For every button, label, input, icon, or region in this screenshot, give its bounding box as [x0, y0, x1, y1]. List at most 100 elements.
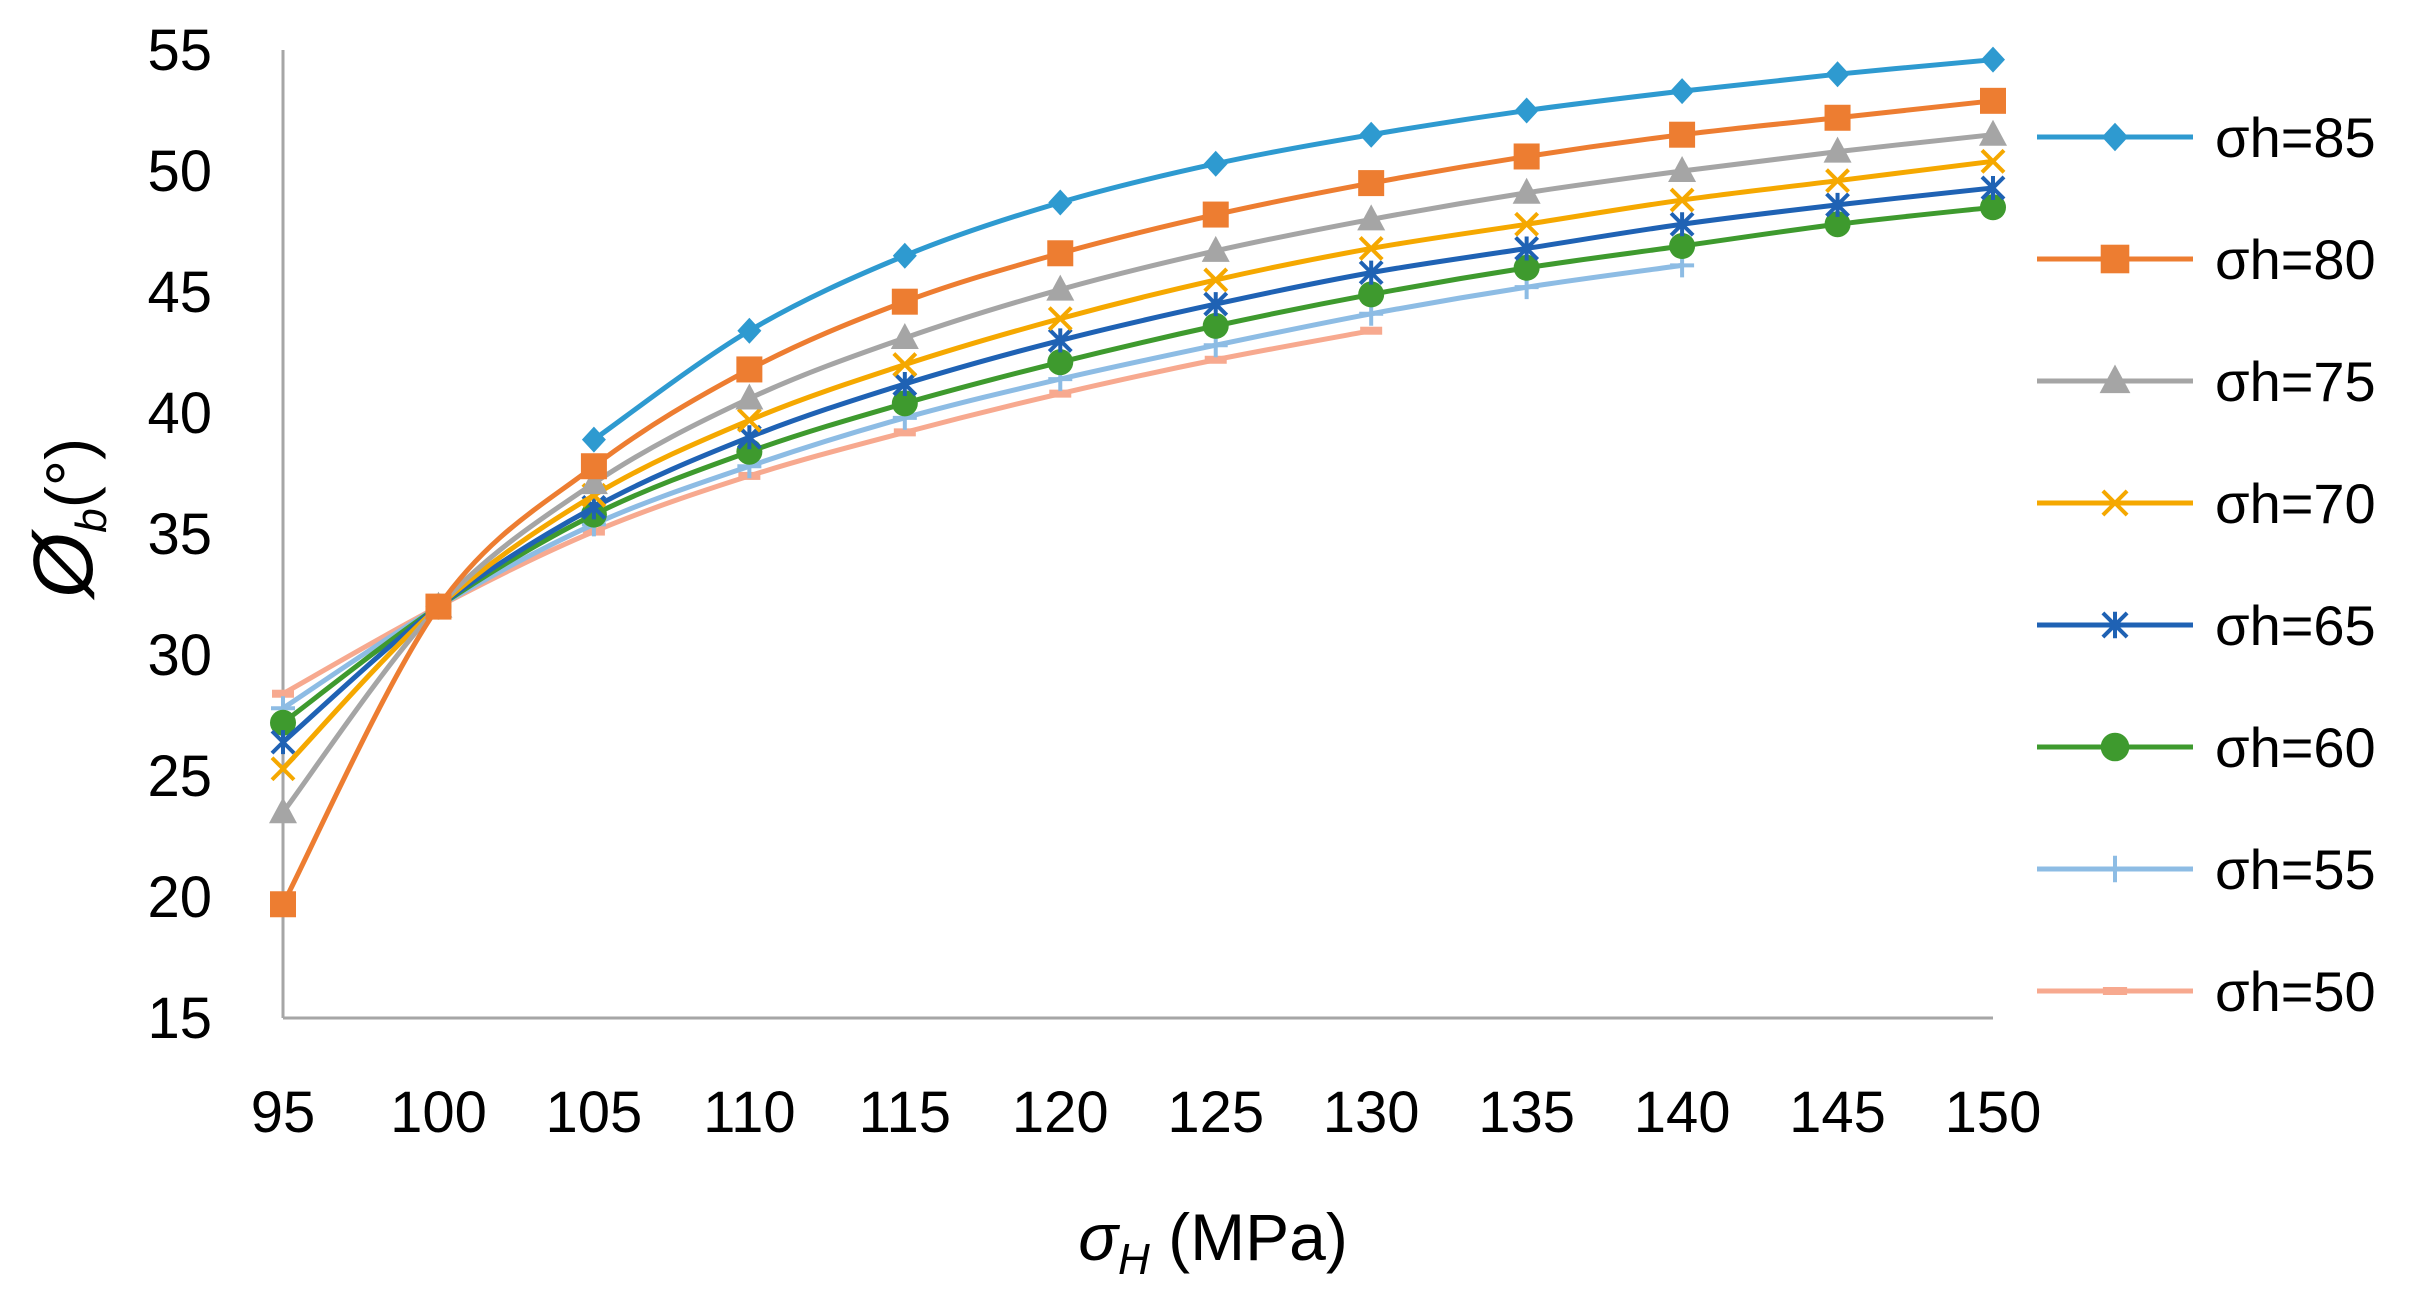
y-tick-label: 45 — [147, 260, 212, 325]
y-tick-label: 35 — [147, 502, 212, 567]
data-point-marker — [1669, 187, 1695, 213]
series-σh=55 — [271, 253, 1695, 721]
data-point-marker — [736, 356, 763, 383]
data-point-marker — [1514, 97, 1539, 124]
x-tick-label: 130 — [1323, 1080, 1420, 1145]
data-point-marker — [1669, 211, 1695, 237]
data-point-marker — [1202, 312, 1229, 339]
data-point-marker — [1980, 87, 2006, 114]
y-axis-title: Øb(°) — [16, 438, 116, 601]
data-point-marker — [1669, 233, 1696, 260]
legend-label: σh=50 — [2215, 960, 2376, 1023]
data-point-marker — [1358, 170, 1385, 197]
data-point-marker — [1047, 327, 1073, 353]
legend-item: σh=75 — [2037, 350, 2376, 413]
data-point-marker — [1203, 291, 1229, 317]
data-point-marker — [2101, 122, 2129, 152]
x-axis-title-unit: (MPa) — [1150, 1200, 1348, 1274]
data-point-marker — [2101, 611, 2129, 639]
data-point-marker — [893, 428, 916, 437]
series-line — [280, 185, 1996, 745]
data-point-marker — [2099, 364, 2131, 394]
series-σh=85 — [581, 46, 2005, 453]
data-point-marker — [2100, 244, 2130, 274]
data-point-marker — [1049, 389, 1072, 398]
x-axis-title: σH (MPa) — [1078, 1200, 1348, 1284]
data-point-marker — [1201, 235, 1230, 262]
x-tick-label: 105 — [546, 1080, 643, 1145]
data-point-marker — [1668, 156, 1697, 182]
data-point-marker — [425, 593, 452, 620]
data-point-marker — [1358, 260, 1384, 286]
data-point-marker — [892, 352, 918, 378]
data-point-marker — [1669, 121, 1696, 148]
x-tick-label: 120 — [1012, 1080, 1109, 1145]
data-point-marker — [270, 756, 296, 782]
legend-label: σh=70 — [2215, 472, 2376, 535]
data-point-marker — [736, 407, 762, 433]
legend-label: σh=85 — [2215, 106, 2376, 169]
y-tick-label: 55 — [147, 18, 212, 83]
data-point-marker — [272, 689, 294, 698]
series-σh=70 — [270, 148, 2006, 782]
data-point-marker — [1357, 204, 1386, 231]
data-point-marker — [1980, 194, 2006, 221]
data-point-marker — [2101, 489, 2129, 517]
data-point-marker — [1979, 119, 2007, 146]
legend-item: σh=85 — [2037, 106, 2376, 169]
data-point-marker — [1825, 168, 1850, 194]
data-point-marker — [1512, 177, 1541, 204]
data-point-marker — [1203, 150, 1228, 177]
series-σh=50 — [272, 326, 1383, 698]
y-tick-label: 20 — [147, 865, 212, 930]
series-σh=65 — [270, 175, 2006, 755]
legend-label: σh=80 — [2215, 228, 2376, 291]
data-point-marker — [1514, 236, 1540, 261]
series-σh=75 — [269, 119, 2007, 824]
data-point-marker — [737, 317, 762, 344]
data-point-marker — [1825, 61, 1850, 88]
data-point-marker — [2102, 987, 2128, 995]
series-σh=80 — [270, 87, 2006, 918]
data-point-marker — [891, 390, 918, 417]
x-axis-title-subscript: H — [1118, 1235, 1150, 1284]
data-point-marker — [1670, 78, 1695, 105]
data-point-marker — [1825, 192, 1850, 218]
series-line — [280, 328, 1374, 697]
data-point-marker — [1980, 148, 2006, 174]
x-tick-label: 110 — [703, 1080, 795, 1145]
data-point-marker — [270, 709, 296, 736]
legend-item: σh=55 — [2037, 838, 2376, 901]
x-axis-title-symbol: σ — [1078, 1200, 1120, 1274]
data-point-marker — [1047, 306, 1073, 332]
series-layer — [269, 46, 2007, 918]
legend-label: σh=60 — [2215, 716, 2376, 779]
legend: σh=85 σh=80 σh=75 σh=70 σh=65 σh=60 σh=55 σh=50 — [2037, 106, 2376, 1023]
series-line — [280, 98, 1996, 907]
y-tick-label: 50 — [147, 139, 212, 204]
data-point-marker — [2100, 732, 2130, 762]
legend-item: σh=60 — [2037, 716, 2376, 779]
data-point-marker — [1202, 201, 1229, 228]
x-tick-label: 140 — [1634, 1080, 1731, 1145]
legend-item: σh=65 — [2037, 594, 2376, 657]
data-point-marker — [1360, 326, 1383, 335]
data-point-marker — [270, 891, 296, 918]
data-point-marker — [2101, 855, 2129, 883]
x-tick-label: 145 — [1789, 1080, 1886, 1145]
data-point-marker — [1047, 349, 1074, 376]
data-point-marker — [1824, 104, 1851, 131]
x-tick-label: 95 — [251, 1080, 316, 1145]
data-point-marker — [1204, 355, 1227, 364]
data-point-marker — [891, 288, 918, 315]
data-point-marker — [1514, 211, 1540, 237]
x-tick-label: 135 — [1478, 1080, 1575, 1145]
x-tick-label: 115 — [859, 1080, 951, 1145]
data-point-marker — [1513, 254, 1540, 281]
data-point-marker — [581, 426, 606, 453]
data-point-marker — [1981, 46, 2005, 73]
data-point-marker — [892, 371, 918, 397]
data-point-marker — [1047, 240, 1074, 267]
x-tick-label: 150 — [1945, 1080, 2042, 1145]
